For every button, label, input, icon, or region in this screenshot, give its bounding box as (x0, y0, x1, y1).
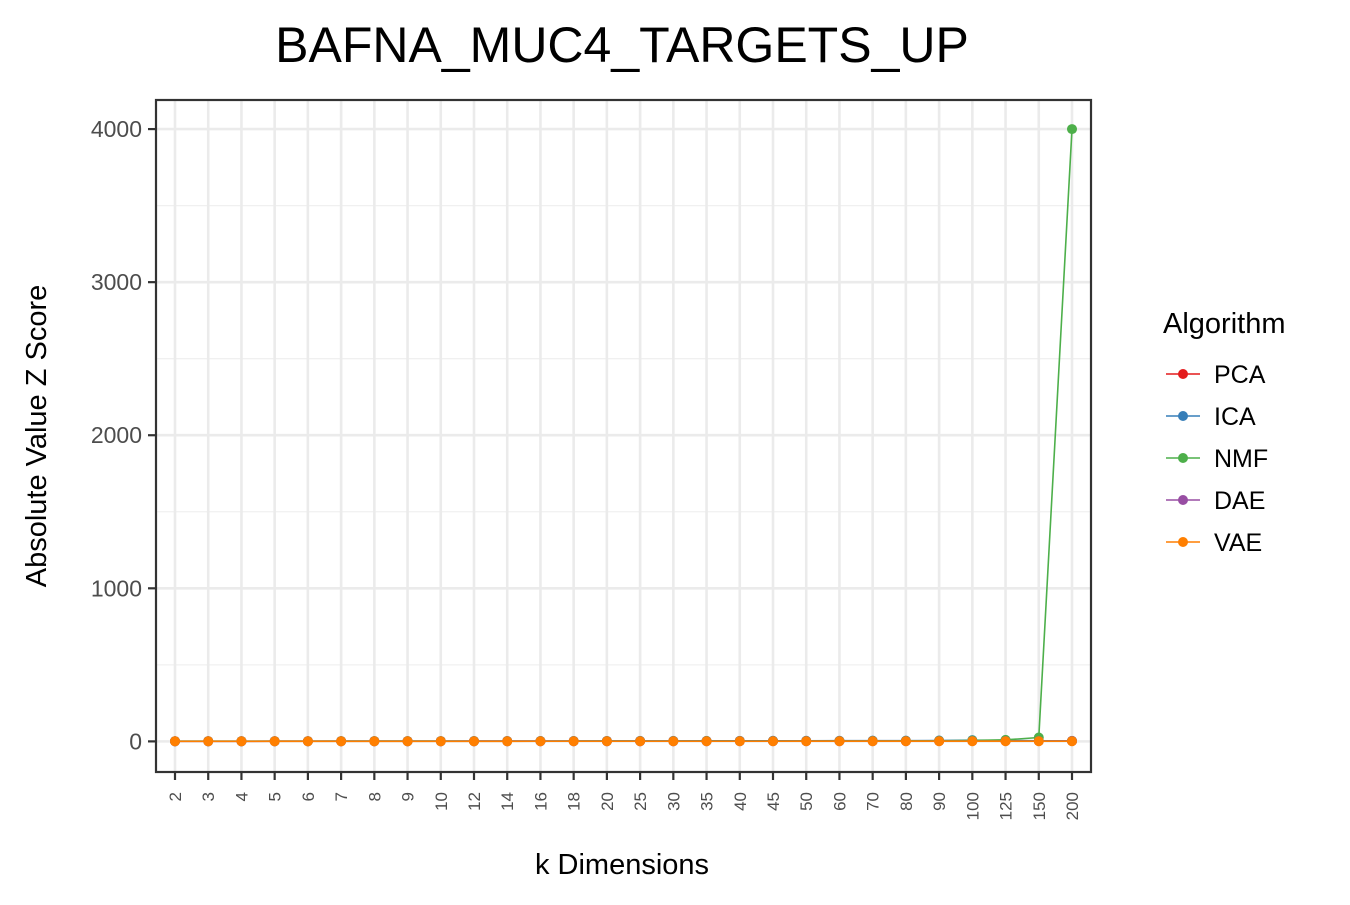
data-point-vae (668, 736, 678, 746)
data-point-vae (602, 736, 612, 746)
data-point-vae (303, 736, 313, 746)
data-point-vae (702, 736, 712, 746)
data-point-vae (502, 736, 512, 746)
legend-item-vae: VAE (1166, 529, 1262, 557)
x-tick-label: 16 (531, 792, 550, 811)
data-point-vae (569, 736, 579, 746)
data-point-vae (868, 736, 878, 746)
legend-marker (1178, 495, 1188, 505)
legend-item-nmf: NMF (1166, 445, 1268, 473)
x-tick-label: 20 (598, 792, 617, 811)
legend-marker (1178, 369, 1188, 379)
data-point-vae (735, 736, 745, 746)
x-tick-label: 200 (1063, 792, 1082, 820)
legend-marker (1178, 411, 1188, 421)
x-tick-label: 150 (1030, 792, 1049, 820)
x-tick-label: 9 (399, 792, 418, 801)
data-point-vae (336, 736, 346, 746)
data-point-vae (203, 736, 213, 746)
x-tick-label: 25 (631, 792, 650, 811)
x-tick-label: 6 (299, 792, 318, 801)
y-tick-label: 3000 (91, 269, 142, 295)
data-point-vae (369, 736, 379, 746)
legend-item-dae: DAE (1166, 487, 1265, 515)
x-tick-label: 4 (232, 792, 251, 801)
data-point-nmf (1067, 124, 1077, 134)
y-tick-label: 0 (129, 728, 142, 754)
y-tick-label: 2000 (91, 422, 142, 448)
data-point-vae (801, 736, 811, 746)
legend-marker (1178, 453, 1188, 463)
x-tick-label: 10 (432, 792, 451, 811)
legend-label: PCA (1214, 361, 1266, 389)
x-tick-label: 12 (465, 792, 484, 811)
data-point-vae (170, 736, 180, 746)
data-point-vae (834, 736, 844, 746)
data-point-vae (469, 736, 479, 746)
y-axis-label: Absolute Value Z Score (21, 285, 53, 588)
x-tick-label: 45 (764, 792, 783, 811)
data-point-vae (1001, 736, 1011, 746)
data-point-vae (236, 736, 246, 746)
y-tick-label: 4000 (91, 116, 142, 142)
x-tick-label: 5 (266, 792, 285, 801)
data-point-vae (768, 736, 778, 746)
x-tick-label: 14 (498, 792, 517, 811)
legend-title: Algorithm (1163, 308, 1286, 340)
legend-label: NMF (1214, 445, 1268, 473)
x-tick-label: 90 (930, 792, 949, 811)
x-tick-label: 70 (864, 792, 883, 811)
x-tick-label: 7 (332, 792, 351, 801)
x-tick-label: 2 (166, 792, 185, 801)
x-axis-label: k Dimensions (535, 849, 709, 881)
data-point-vae (535, 736, 545, 746)
legend-label: ICA (1214, 403, 1256, 431)
data-point-vae (635, 736, 645, 746)
data-point-vae (934, 736, 944, 746)
x-tick-label: 8 (365, 792, 384, 801)
x-tick-label: 30 (664, 792, 683, 811)
x-tick-label: 60 (830, 792, 849, 811)
chart-title: BAFNA_MUC4_TARGETS_UP (275, 17, 969, 73)
legend-item-pca: PCA (1166, 361, 1266, 389)
grid-lines (156, 100, 1091, 772)
x-tick-label: 125 (997, 792, 1016, 820)
x-tick-label: 35 (698, 792, 717, 811)
legend-label: DAE (1214, 487, 1265, 515)
legend-marker (1178, 537, 1188, 547)
data-point-vae (1034, 736, 1044, 746)
x-tick-label: 100 (963, 792, 982, 820)
legend-item-ica: ICA (1166, 403, 1256, 431)
data-point-vae (901, 736, 911, 746)
data-point-vae (1067, 736, 1077, 746)
y-tick-label: 1000 (91, 575, 142, 601)
legend-label: VAE (1214, 529, 1262, 557)
x-tick-label: 50 (797, 792, 816, 811)
data-point-vae (436, 736, 446, 746)
data-point-vae (403, 736, 413, 746)
x-tick-label: 18 (565, 792, 584, 811)
data-point-vae (967, 736, 977, 746)
legend: Algorithm PCA ICA NMF DAE VAE (1163, 308, 1286, 557)
x-tick-label: 3 (199, 792, 218, 801)
x-tick-label: 80 (897, 792, 916, 811)
data-point-vae (270, 736, 280, 746)
x-tick-label: 40 (731, 792, 750, 811)
